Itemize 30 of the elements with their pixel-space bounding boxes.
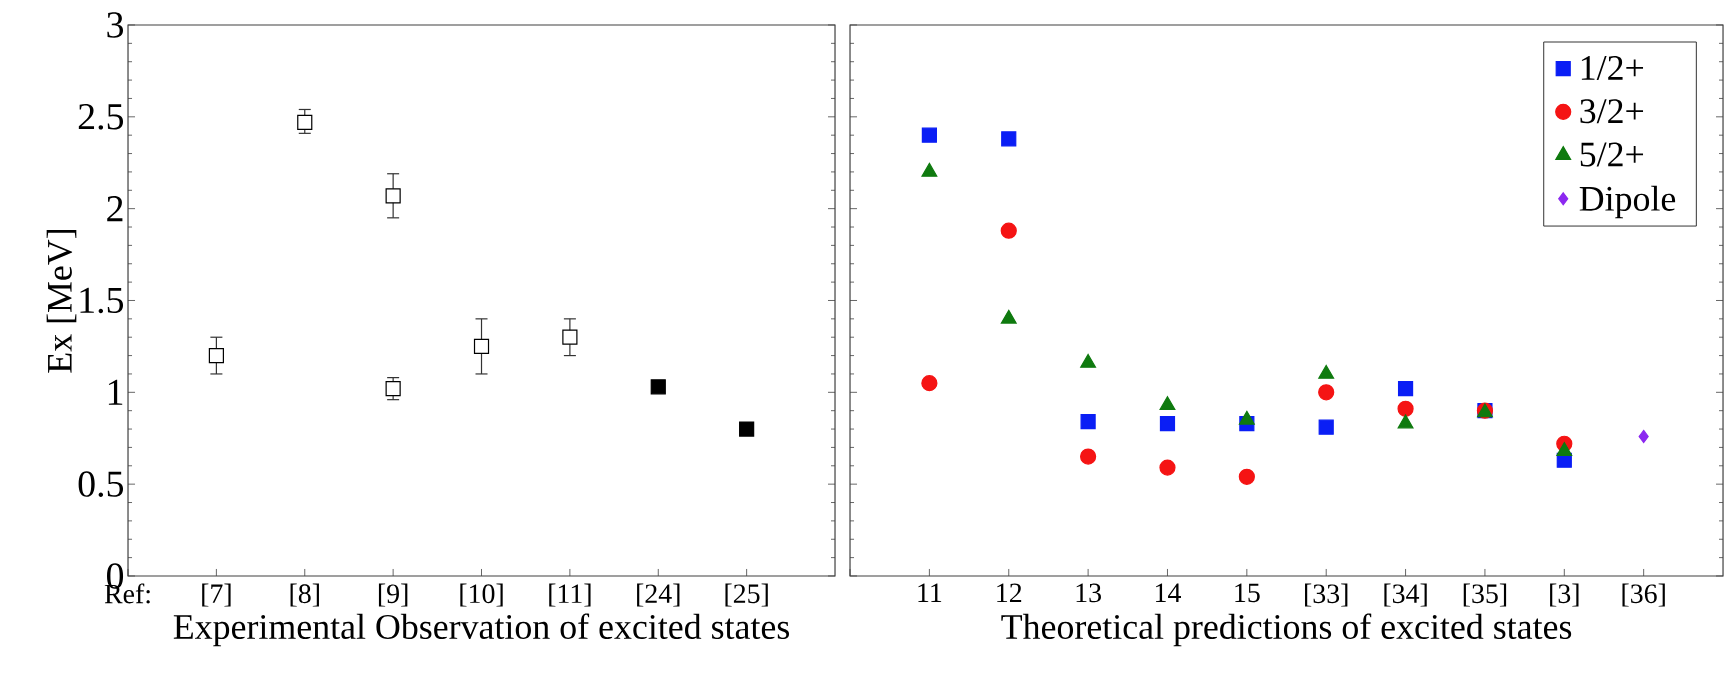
legend-label: 5/2+ — [1580, 142, 1644, 167]
x-tick-label: [34] — [1384, 583, 1427, 607]
x-tick-label: [10] — [460, 583, 503, 607]
x-axis-title: Experimental Observation of excited states — [173, 613, 790, 647]
x-tick-label: [24] — [637, 583, 680, 607]
x-tick-label: 15 — [1235, 583, 1260, 603]
x-tick-label: [25] — [725, 583, 768, 607]
y-tick-label: 2 — [107, 196, 123, 222]
y-tick-label: 1.5 — [80, 287, 124, 314]
y-tick-label: 0.5 — [78, 471, 124, 497]
legend-label: 3/2+ — [1580, 99, 1644, 124]
legend-label: Dipole — [1579, 185, 1676, 219]
x-tick-label: 14 — [1155, 583, 1181, 602]
x-tick-label: [3] — [1550, 583, 1579, 607]
x-tick-label: 12 — [997, 583, 1022, 602]
x-tick-label: 11 — [918, 583, 942, 602]
x-tick-label: [7] — [202, 583, 231, 607]
x-tick-label: 13 — [1076, 583, 1101, 603]
x-axis-title: Theoretical predictions of excited states — [1001, 613, 1572, 647]
x-tick-label: [8] — [290, 583, 319, 607]
legend-label: 1/2+ — [1581, 56, 1644, 81]
x-tick-label: [33] — [1305, 583, 1348, 607]
x-tick-label: [36] — [1622, 583, 1665, 607]
y-axis-title: Ex [MeV] — [46, 229, 77, 373]
x-tick-label: [9] — [378, 583, 408, 607]
y-tick-label: 1 — [108, 379, 123, 405]
x-tick-label: [35] — [1463, 583, 1507, 607]
x-tick-label: [11] — [549, 583, 591, 607]
y-tick-label: 2.5 — [78, 104, 124, 130]
y-tick-label: 3 — [107, 12, 124, 38]
